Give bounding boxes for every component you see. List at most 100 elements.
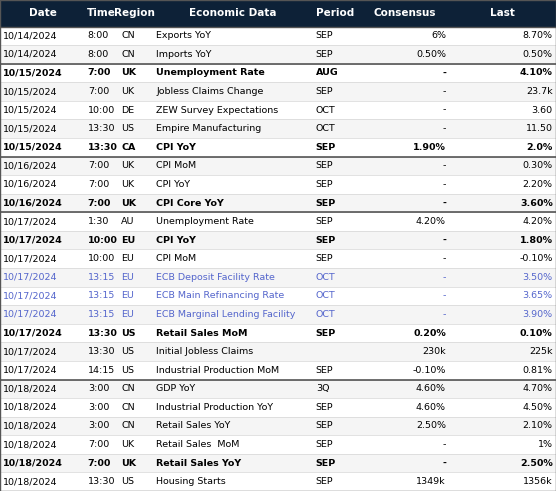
Text: 1.90%: 1.90%: [413, 143, 446, 152]
Text: OCT: OCT: [316, 124, 336, 133]
Text: -: -: [443, 162, 446, 170]
Text: EU: EU: [121, 254, 134, 263]
Text: 10/18/2024: 10/18/2024: [3, 477, 58, 486]
Text: 13:30: 13:30: [88, 328, 118, 338]
Text: -: -: [443, 106, 446, 114]
Text: SEP: SEP: [316, 143, 336, 152]
Text: CPI YoY: CPI YoY: [156, 236, 196, 245]
Text: 230k: 230k: [423, 347, 446, 356]
Text: Economic Data: Economic Data: [188, 8, 276, 18]
Text: 0.10%: 0.10%: [520, 328, 553, 338]
Text: 10/18/2024: 10/18/2024: [3, 421, 58, 431]
Text: AU: AU: [121, 217, 135, 226]
Text: Empire Manufacturing: Empire Manufacturing: [156, 124, 261, 133]
Text: 10/17/2024: 10/17/2024: [3, 328, 63, 338]
Text: CN: CN: [121, 384, 135, 393]
Text: 3Q: 3Q: [316, 384, 329, 393]
Text: -: -: [443, 292, 446, 300]
Text: OCT: OCT: [316, 273, 336, 282]
Text: CN: CN: [121, 421, 135, 431]
Text: 10/14/2024: 10/14/2024: [3, 50, 58, 59]
Text: Industrial Production YoY: Industrial Production YoY: [156, 403, 274, 412]
Text: ECB Main Refinancing Rate: ECB Main Refinancing Rate: [156, 292, 285, 300]
Text: 3.90%: 3.90%: [523, 310, 553, 319]
Bar: [0, 361, 556, 380]
Text: 2.10%: 2.10%: [523, 421, 553, 431]
Text: 3.60%: 3.60%: [520, 198, 553, 208]
Text: 10/14/2024: 10/14/2024: [3, 31, 58, 40]
Bar: [0, 454, 556, 472]
Bar: [0, 82, 556, 101]
Bar: [0, 380, 556, 398]
Bar: [0, 119, 556, 138]
Text: 10/17/2024: 10/17/2024: [3, 236, 63, 245]
Bar: [0, 324, 556, 342]
Text: 1349k: 1349k: [416, 477, 446, 486]
Text: CPI MoM: CPI MoM: [156, 254, 196, 263]
Text: Unemployment Rate: Unemployment Rate: [156, 217, 254, 226]
Text: 4.50%: 4.50%: [523, 403, 553, 412]
Text: 10/17/2024: 10/17/2024: [3, 347, 58, 356]
Text: Jobless Claims Change: Jobless Claims Change: [156, 87, 264, 96]
Text: Region: Region: [115, 8, 155, 18]
Text: EU: EU: [121, 310, 134, 319]
Text: 10:00: 10:00: [88, 254, 115, 263]
Text: 7:00: 7:00: [88, 162, 109, 170]
Text: -: -: [443, 273, 446, 282]
Text: UK: UK: [121, 440, 135, 449]
Text: -: -: [442, 236, 446, 245]
Text: CPI YoY: CPI YoY: [156, 143, 196, 152]
Text: -0.10%: -0.10%: [519, 254, 553, 263]
Bar: [0, 101, 556, 119]
Text: DE: DE: [121, 106, 135, 114]
Bar: [0, 194, 556, 212]
Text: US: US: [121, 124, 134, 133]
Text: 4.10%: 4.10%: [520, 68, 553, 78]
Text: SEP: SEP: [316, 366, 334, 375]
Text: 4.70%: 4.70%: [523, 384, 553, 393]
Text: UK: UK: [121, 162, 135, 170]
Text: SEP: SEP: [316, 87, 334, 96]
Text: 13:30: 13:30: [88, 143, 118, 152]
Text: SEP: SEP: [316, 31, 334, 40]
Text: 0.50%: 0.50%: [523, 50, 553, 59]
Text: SEP: SEP: [316, 254, 334, 263]
Text: 10/15/2024: 10/15/2024: [3, 106, 58, 114]
Text: Retail Sales YoY: Retail Sales YoY: [156, 421, 231, 431]
Text: SEP: SEP: [316, 236, 336, 245]
Text: UK: UK: [121, 459, 136, 467]
Text: CN: CN: [121, 50, 135, 59]
Text: -: -: [442, 459, 446, 467]
Text: EU: EU: [121, 236, 136, 245]
Text: -: -: [443, 124, 446, 133]
Bar: [0, 249, 556, 268]
Text: 10/16/2024: 10/16/2024: [3, 162, 58, 170]
Bar: [0, 287, 556, 305]
Text: 14:15: 14:15: [88, 366, 115, 375]
Text: 13:15: 13:15: [88, 292, 115, 300]
Text: 10/18/2024: 10/18/2024: [3, 384, 58, 393]
Text: OCT: OCT: [316, 310, 336, 319]
Text: 10/17/2024: 10/17/2024: [3, 310, 58, 319]
Bar: [0, 231, 556, 249]
Text: 0.30%: 0.30%: [523, 162, 553, 170]
Text: 1356k: 1356k: [523, 477, 553, 486]
Text: -: -: [443, 310, 446, 319]
Text: UK: UK: [121, 198, 136, 208]
Text: 13:30: 13:30: [88, 347, 115, 356]
Text: 10:00: 10:00: [88, 236, 118, 245]
Bar: [0, 417, 556, 435]
Text: 7:00: 7:00: [88, 459, 111, 467]
Text: 10/18/2024: 10/18/2024: [3, 440, 58, 449]
Text: 13:15: 13:15: [88, 310, 115, 319]
Text: 7:00: 7:00: [88, 180, 109, 189]
Text: Last: Last: [490, 8, 515, 18]
Text: 7:00: 7:00: [88, 87, 109, 96]
Text: SEP: SEP: [316, 421, 334, 431]
Text: US: US: [121, 366, 134, 375]
Text: Imports YoY: Imports YoY: [156, 50, 212, 59]
Text: Period: Period: [316, 8, 354, 18]
Bar: [0, 64, 556, 82]
Text: 1.80%: 1.80%: [520, 236, 553, 245]
Text: OCT: OCT: [316, 106, 336, 114]
